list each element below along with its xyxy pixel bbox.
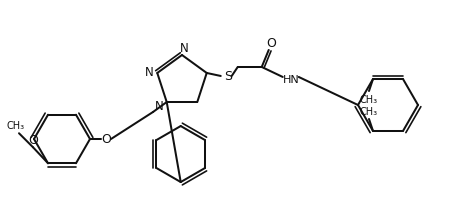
Text: N: N	[145, 66, 154, 79]
Text: CH₃: CH₃	[7, 121, 25, 131]
Text: O: O	[28, 133, 38, 146]
Text: O: O	[101, 133, 111, 146]
Text: CH₃: CH₃	[360, 106, 378, 116]
Text: S: S	[224, 70, 232, 83]
Text: O: O	[266, 37, 276, 50]
Text: HN: HN	[283, 75, 300, 85]
Text: N: N	[155, 99, 164, 112]
Text: N: N	[179, 41, 189, 54]
Text: CH₃: CH₃	[360, 95, 378, 104]
